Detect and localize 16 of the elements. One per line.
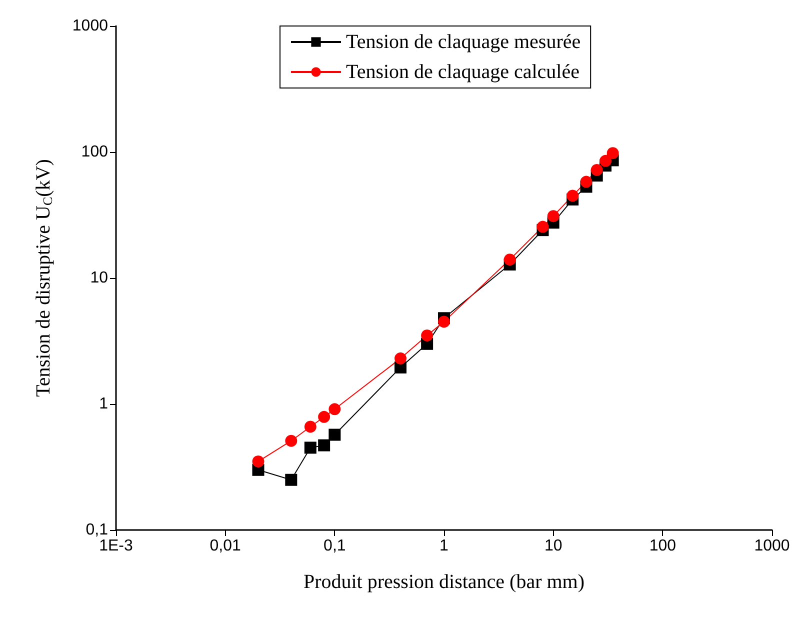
y-tick-label: 10 <box>90 270 108 286</box>
x-tick-label: 1000 <box>754 538 790 554</box>
x-axis-title: Produit pression distance (bar mm) <box>303 571 585 593</box>
x-tick-label: 100 <box>649 538 676 554</box>
y-axis-title: Tension de disruptive UC(kV) <box>32 159 55 397</box>
y-tick-label: 0,1 <box>86 522 108 538</box>
y-tick-label: 1 <box>99 396 108 412</box>
x-tick-label: 10 <box>544 538 562 554</box>
x-tick-label: 0,1 <box>324 538 346 554</box>
x-tick-label: 0,01 <box>210 538 242 554</box>
y-tick-label: 100 <box>81 144 108 160</box>
x-tick-label: 1 <box>440 538 449 554</box>
legend-label: Tension de claquage mesurée <box>346 31 581 53</box>
x-tick-label: 1E-3 <box>99 538 133 554</box>
legend-label: Tension de claquage calculée <box>346 61 580 83</box>
y-tick-label: 1000 <box>72 18 108 34</box>
